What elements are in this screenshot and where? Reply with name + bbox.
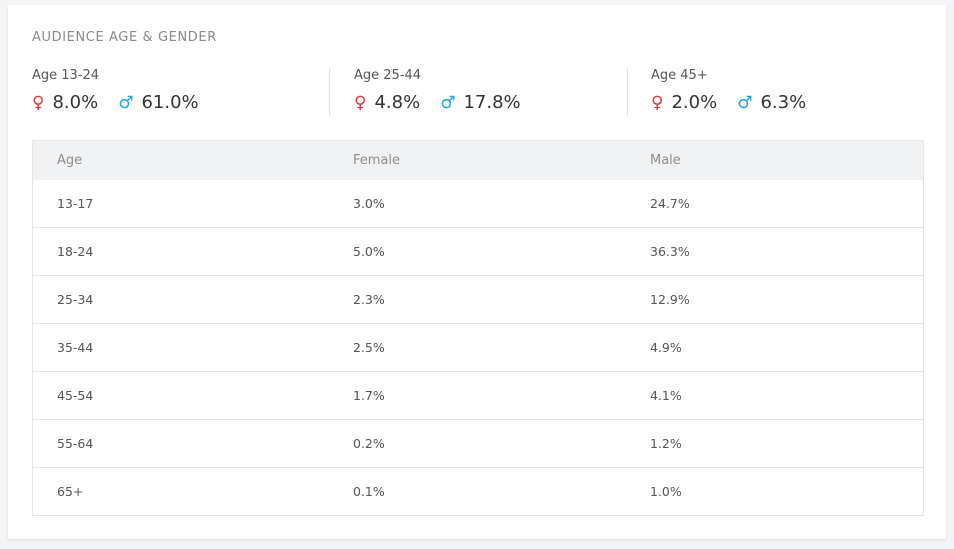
table-row: 55-64 0.2% 1.2% — [33, 419, 923, 467]
summary-group-label: Age 13-24 — [32, 68, 100, 83]
male-cell: 1.2% — [650, 436, 682, 451]
table-row: 45-54 1.7% 4.1% — [33, 371, 923, 419]
female-cell: 2.3% — [353, 292, 385, 307]
summary-divider — [329, 68, 330, 116]
female-cell: 3.0% — [353, 196, 385, 211]
column-header-female[interactable]: Female — [353, 153, 401, 168]
table-row: 25-34 2.3% 12.9% — [33, 275, 923, 323]
age-cell: 65+ — [57, 484, 84, 499]
female-cell: 0.2% — [353, 436, 385, 451]
male-icon: ♂ — [440, 93, 456, 113]
age-cell: 55-64 — [57, 436, 94, 451]
male-icon: ♂ — [118, 93, 134, 113]
male-cell: 24.7% — [650, 196, 690, 211]
male-percent: 17.8% — [463, 92, 521, 113]
summary-group-label: Age 45+ — [651, 68, 708, 83]
female-icon: ♀ — [32, 93, 45, 113]
female-cell: 5.0% — [353, 244, 385, 259]
table-row: 13-17 3.0% 24.7% — [33, 180, 923, 227]
age-summary: Age 13-24 ♀ 8.0% ♂ 61.0% Age 25-44 ♀ 4.8… — [32, 68, 924, 116]
table-body: 13-17 3.0% 24.7% 18-24 5.0% 36.3% 25-34 … — [33, 180, 923, 515]
male-icon: ♂ — [737, 93, 753, 113]
female-percent: 4.8% — [374, 92, 421, 113]
age-gender-table: Age Female Male 13-17 3.0% 24.7% 18-24 5… — [32, 140, 924, 516]
age-cell: 25-34 — [57, 292, 94, 307]
audience-age-gender-card: AUDIENCE AGE & GENDER Age 13-24 ♀ 8.0% ♂… — [8, 5, 946, 539]
male-percent: 61.0% — [141, 92, 199, 113]
female-percent: 8.0% — [52, 92, 99, 113]
summary-group-label: Age 25-44 — [354, 68, 422, 83]
summary-group-45-plus: Age 45+ ♀ 2.0% ♂ 6.3% — [651, 68, 806, 116]
female-cell: 1.7% — [353, 388, 385, 403]
age-cell: 18-24 — [57, 244, 94, 259]
summary-values: ♀ 2.0% ♂ 6.3% — [651, 92, 806, 114]
summary-values: ♀ 4.8% ♂ 17.8% — [354, 92, 521, 114]
age-cell: 13-17 — [57, 196, 94, 211]
table-row: 35-44 2.5% 4.9% — [33, 323, 923, 371]
male-cell: 4.1% — [650, 388, 682, 403]
summary-values: ♀ 8.0% ♂ 61.0% — [32, 92, 199, 114]
table-row: 65+ 0.1% 1.0% — [33, 467, 923, 515]
column-header-male[interactable]: Male — [650, 153, 681, 168]
female-icon: ♀ — [354, 93, 367, 113]
table-header: Age Female Male — [33, 141, 923, 180]
male-percent: 6.3% — [760, 92, 807, 113]
male-cell: 4.9% — [650, 340, 682, 355]
table-row: 18-24 5.0% 36.3% — [33, 227, 923, 275]
card-title: AUDIENCE AGE & GENDER — [32, 30, 217, 45]
age-cell: 35-44 — [57, 340, 94, 355]
male-cell: 1.0% — [650, 484, 682, 499]
female-cell: 2.5% — [353, 340, 385, 355]
male-cell: 12.9% — [650, 292, 690, 307]
female-cell: 0.1% — [353, 484, 385, 499]
female-icon: ♀ — [651, 93, 664, 113]
male-cell: 36.3% — [650, 244, 690, 259]
age-cell: 45-54 — [57, 388, 94, 403]
summary-group-25-44: Age 25-44 ♀ 4.8% ♂ 17.8% — [354, 68, 521, 116]
summary-divider — [627, 68, 628, 116]
female-percent: 2.0% — [671, 92, 718, 113]
column-header-age[interactable]: Age — [57, 153, 83, 168]
summary-group-13-24: Age 13-24 ♀ 8.0% ♂ 61.0% — [32, 68, 199, 116]
